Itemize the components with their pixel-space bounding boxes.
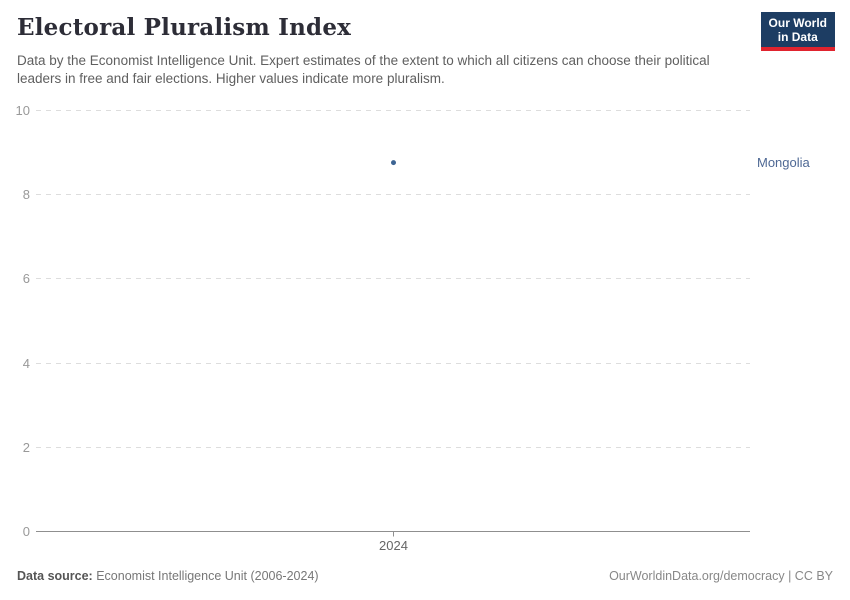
y-tick-label-8: 8 <box>23 187 30 202</box>
y-tick-label-10: 10 <box>16 103 30 118</box>
data-source-label: Data source: <box>17 569 93 583</box>
chart-subtitle: Data by the Economist Intelligence Unit.… <box>17 53 710 86</box>
y-tick-label-4: 4 <box>23 356 30 371</box>
data-source-value: Economist Intelligence Unit (2006-2024) <box>96 569 319 583</box>
page-title: Electoral Pluralism Index <box>17 14 352 41</box>
data-source-note: Data source: Economist Intelligence Unit… <box>17 569 319 583</box>
owid-logo-line2: in Data <box>777 30 818 44</box>
attribution-link[interactable]: OurWorldinData.org/democracy | CC BY <box>609 569 833 583</box>
series-label-mongolia[interactable]: Mongolia <box>757 155 810 170</box>
y-tick-label-6: 6 <box>23 271 30 286</box>
owid-logo[interactable]: Our World in Data <box>760 12 835 51</box>
owid-logo-line1: Our World <box>768 16 827 30</box>
x-tick-label: 2024 <box>379 538 408 553</box>
chart-footer: Data source: Economist Intelligence Unit… <box>17 569 833 583</box>
y-tick-label-0: 0 <box>23 524 30 539</box>
y-tick-label-2: 2 <box>23 440 30 455</box>
data-point-mongolia[interactable] <box>391 160 396 166</box>
